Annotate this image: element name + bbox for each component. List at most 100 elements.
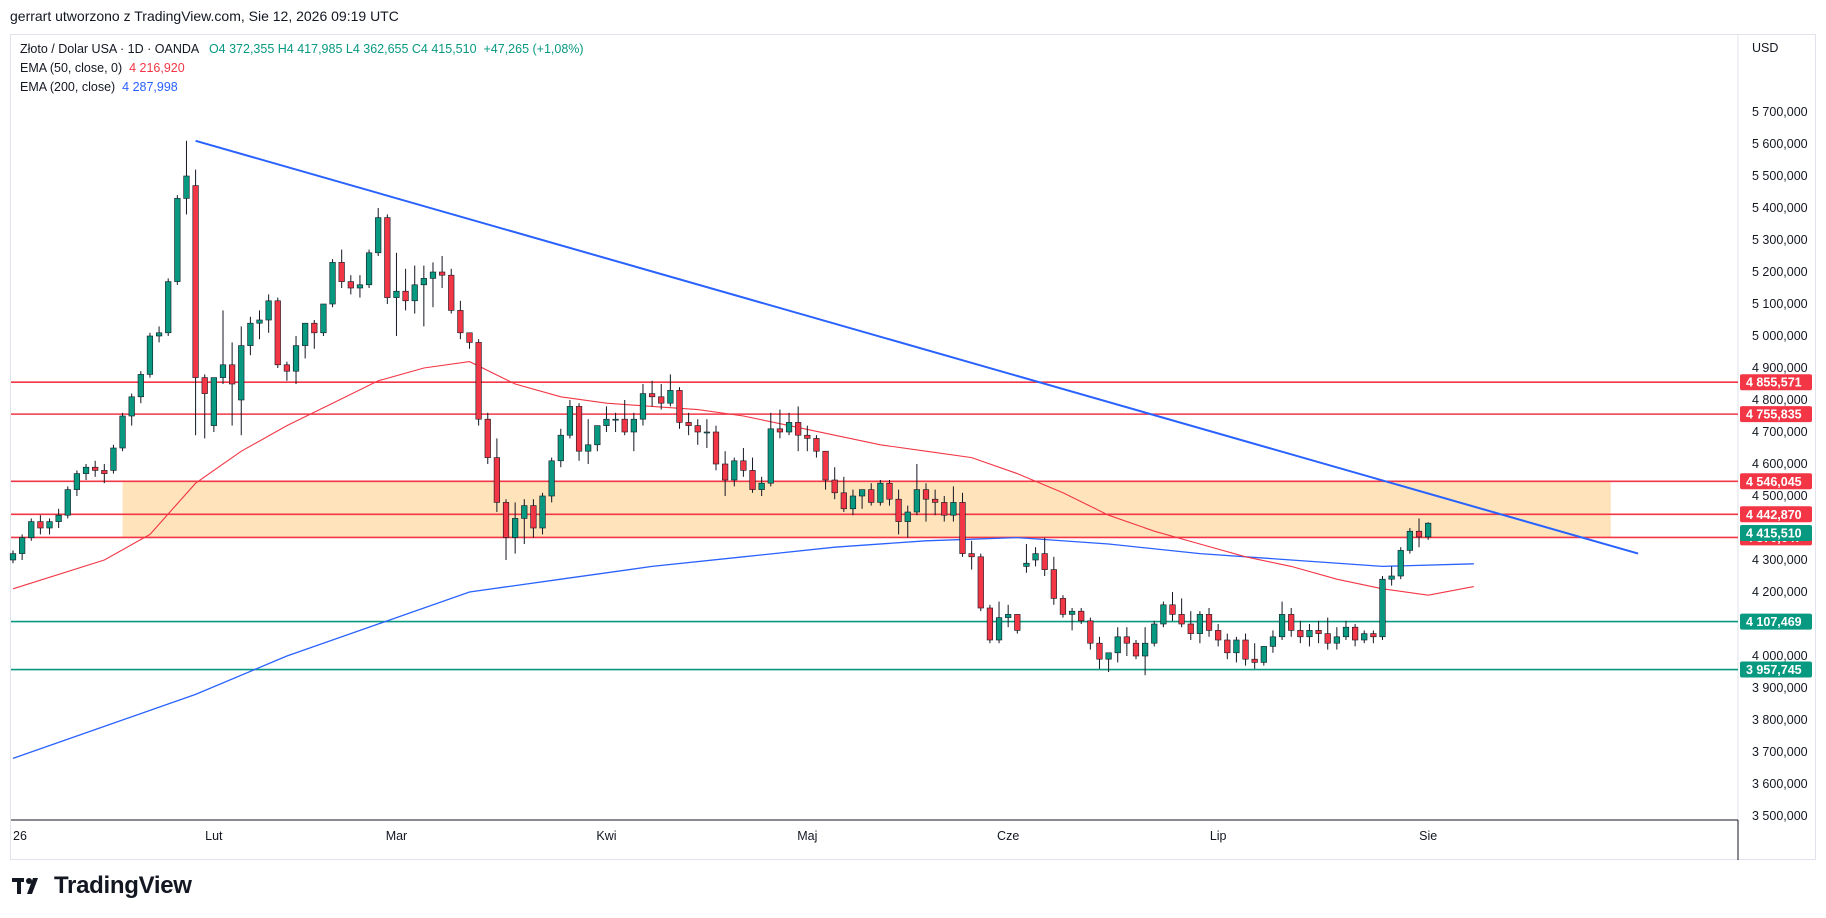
candle-body[interactable]	[749, 470, 756, 490]
candle-body[interactable]	[1132, 642, 1140, 657]
candle-body[interactable]	[1050, 569, 1057, 599]
candle-body[interactable]	[274, 300, 281, 366]
candle-body[interactable]	[1251, 658, 1258, 663]
candle-body[interactable]	[512, 518, 519, 538]
candle-body[interactable]	[1142, 642, 1149, 657]
candle-body[interactable]	[1388, 575, 1395, 580]
candle-body[interactable]	[1023, 562, 1030, 567]
candle-body[interactable]	[46, 521, 53, 529]
candle-body[interactable]	[740, 460, 747, 471]
candle-body[interactable]	[146, 335, 154, 375]
candle-body[interactable]	[639, 393, 647, 420]
candle-body[interactable]	[155, 332, 163, 337]
candle-body[interactable]	[776, 428, 784, 433]
candle-body[interactable]	[594, 425, 601, 446]
candle-body[interactable]	[320, 303, 327, 334]
candle-body[interactable]	[1215, 630, 1222, 641]
candle-body[interactable]	[566, 406, 574, 436]
candle-body[interactable]	[1114, 636, 1121, 654]
candle-body[interactable]	[621, 418, 628, 433]
candle-body[interactable]	[64, 489, 71, 516]
candle-body[interactable]	[37, 521, 44, 529]
candle-body[interactable]	[694, 425, 701, 433]
candle-body[interactable]	[101, 470, 108, 474]
candle-body[interactable]	[484, 418, 491, 458]
candle-body[interactable]	[174, 198, 181, 282]
candle-body[interactable]	[858, 489, 866, 497]
candle-body[interactable]	[758, 482, 765, 490]
candle-body[interactable]	[1370, 633, 1377, 638]
candle-body[interactable]	[1288, 614, 1295, 631]
candle-body[interactable]	[411, 284, 418, 302]
candle-body[interactable]	[28, 521, 35, 538]
candle-body[interactable]	[685, 422, 692, 426]
candle-body[interactable]	[968, 553, 975, 558]
candle-body[interactable]	[959, 502, 966, 554]
candle-body[interactable]	[1297, 630, 1304, 638]
candle-body[interactable]	[1242, 639, 1249, 660]
candle-body[interactable]	[19, 537, 26, 554]
candle-body[interactable]	[338, 262, 345, 282]
candle-body[interactable]	[420, 278, 427, 286]
candle-body[interactable]	[365, 252, 373, 286]
candle-body[interactable]	[1233, 639, 1240, 654]
candle-body[interactable]	[575, 406, 583, 452]
candle-body[interactable]	[192, 185, 199, 378]
candle-body[interactable]	[475, 342, 482, 420]
candle-body[interactable]	[986, 607, 994, 641]
candle-body[interactable]	[439, 271, 446, 276]
candle-body[interactable]	[932, 498, 939, 503]
candle-body[interactable]	[1425, 522, 1432, 538]
candle-body[interactable]	[9, 553, 17, 561]
candle-body[interactable]	[1415, 530, 1423, 538]
candle-body[interactable]	[466, 332, 473, 343]
candle-body[interactable]	[950, 502, 957, 516]
ema50-line[interactable]	[12, 361, 1474, 596]
candle-body[interactable]	[1333, 636, 1340, 644]
candle-body[interactable]	[813, 438, 820, 452]
candle-body[interactable]	[895, 498, 902, 522]
candle-body[interactable]	[347, 281, 354, 289]
candle-body[interactable]	[1151, 623, 1158, 644]
candle-body[interactable]	[676, 390, 683, 423]
candle-body[interactable]	[302, 322, 309, 346]
candle-body[interactable]	[1078, 610, 1085, 622]
candle-body[interactable]	[375, 217, 382, 254]
candle-body[interactable]	[585, 444, 592, 452]
candle-body[interactable]	[457, 310, 464, 334]
candle-body[interactable]	[1014, 614, 1021, 631]
candle-body[interactable]	[402, 290, 409, 302]
candle-body[interactable]	[502, 502, 510, 538]
candle-body[interactable]	[1352, 626, 1359, 641]
candle-body[interactable]	[210, 377, 217, 426]
candle-body[interactable]	[238, 345, 245, 401]
candle-body[interactable]	[557, 434, 564, 462]
candle-body[interactable]	[648, 393, 656, 398]
candle-body[interactable]	[1096, 642, 1103, 660]
candle-body[interactable]	[539, 495, 546, 529]
candle-body[interactable]	[722, 463, 729, 481]
candle-body[interactable]	[941, 502, 948, 516]
candle-body[interactable]	[1324, 633, 1331, 644]
candle-body[interactable]	[1278, 614, 1286, 638]
candle-body[interactable]	[1342, 626, 1350, 638]
candle-body[interactable]	[201, 377, 208, 394]
candle-body[interactable]	[667, 390, 674, 404]
candle-body[interactable]	[995, 617, 1003, 641]
candle-body[interactable]	[904, 511, 911, 522]
candle-body[interactable]	[530, 505, 537, 529]
candle-body[interactable]	[1178, 614, 1185, 625]
candle-body[interactable]	[831, 479, 838, 494]
candle-body[interactable]	[630, 418, 637, 433]
candle-body[interactable]	[137, 374, 144, 398]
candle-body[interactable]	[1059, 598, 1067, 615]
candle-body[interactable]	[1123, 636, 1130, 644]
candle-body[interactable]	[1379, 578, 1386, 638]
candle-body[interactable]	[1406, 530, 1413, 551]
candle-body[interactable]	[886, 482, 893, 500]
candle-body[interactable]	[731, 460, 738, 481]
candle-body[interactable]	[868, 489, 875, 503]
candle-body[interactable]	[612, 418, 619, 421]
candle-body[interactable]	[1087, 620, 1094, 644]
